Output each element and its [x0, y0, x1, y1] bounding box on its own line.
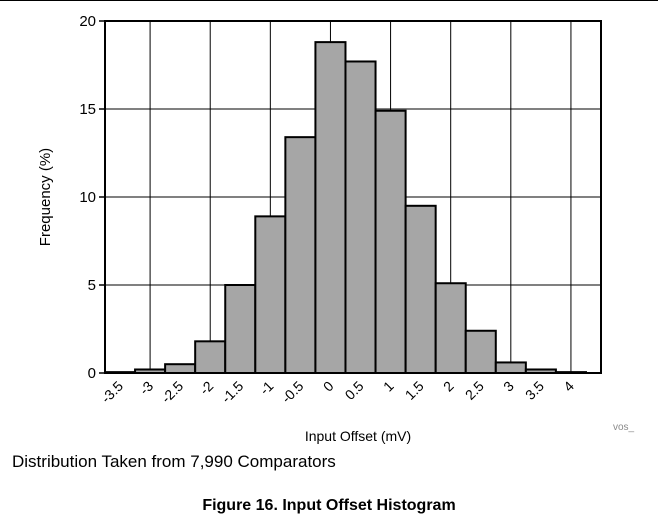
x-tick-label: 3 [500, 378, 517, 395]
histogram-bar [494, 361, 527, 375]
y-tick-label: 5 [88, 277, 96, 294]
y-axis-label: Frequency (%) [37, 148, 54, 246]
histogram-bar [344, 60, 377, 374]
x-tick-label: 4 [560, 378, 577, 395]
x-tick-label: 0 [320, 378, 337, 395]
x-tick-label: -1 [256, 378, 276, 398]
x-tick-label: 1.5 [402, 378, 427, 403]
x-tick-label: 2 [440, 378, 457, 395]
y-tick-label: 20 [79, 13, 96, 30]
y-tick-label: 0 [88, 365, 96, 382]
histogram-bar [374, 109, 407, 374]
x-tick-label: 2.5 [462, 378, 487, 403]
y-tick-label: 10 [79, 189, 96, 206]
x-tick-label: -2 [196, 378, 216, 398]
histogram-bar [164, 363, 197, 375]
x-tick-label: -1.5 [218, 378, 247, 407]
top-rule [0, 0, 658, 1]
x-tick-label: -3.5 [98, 378, 127, 407]
histogram-bar [434, 282, 467, 374]
histogram-bar [404, 204, 437, 374]
histogram-bar [194, 340, 227, 375]
histogram-bar [314, 41, 347, 375]
bars-layer [104, 41, 587, 375]
x-tick-labels: -3.5 -3 -2.5 -2 -1.5 -1 -0.5 0 0.5 1 1.5 2 2.5 3 3.5 4 [98, 378, 577, 407]
histogram-bar [284, 136, 317, 374]
histogram-bar [224, 284, 257, 374]
x-axis-label: Input Offset (mV) [305, 428, 411, 444]
x-tick-label: 1 [380, 378, 397, 395]
x-tick-label: -3 [136, 378, 156, 398]
figure-caption: Figure 16. Input Offset Histogram [202, 497, 456, 514]
histogram-bar [254, 215, 287, 374]
x-tick-label: 0.5 [342, 378, 367, 403]
x-tick-label: -2.5 [158, 378, 187, 407]
y-tick-label: 15 [79, 101, 96, 118]
x-tick-label: 3.5 [522, 378, 547, 403]
figure-reference-code: vos_ [613, 422, 635, 433]
histogram-bar [464, 329, 497, 375]
y-tick-labels: 0 5 10 15 20 [79, 13, 105, 382]
distribution-note: Distribution Taken from 7,990 Comparator… [12, 452, 336, 471]
x-tick-label: -0.5 [278, 378, 307, 407]
